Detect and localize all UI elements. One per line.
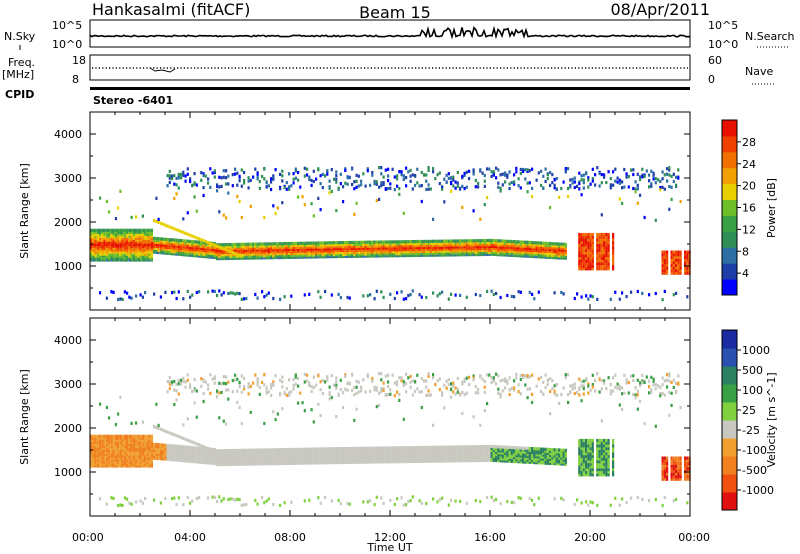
- velocity-ticks: 1000 2000 3000 4000: [54, 318, 691, 516]
- velocity-panel: 1000 2000 3000 4000 Slant Range [km]: [18, 317, 691, 517]
- time-tick-label: 04:00: [174, 531, 206, 544]
- power-ticks: 1000 2000 3000 4000: [54, 112, 691, 310]
- range-tick-label: 3000: [54, 172, 82, 185]
- power-panel: 1000 2000 3000 4000 Slant Range [km]: [18, 111, 691, 311]
- noise-tick-low-right: 10^0: [708, 38, 738, 51]
- freq-tick-low: 8: [72, 73, 79, 86]
- velocity-colorbar-label: Velocity [m s^-1]: [765, 372, 778, 467]
- range-tick-label: 2000: [54, 422, 82, 435]
- range-tick-label: 1000: [54, 260, 82, 273]
- station-title: Hankasalmi (fitACF): [92, 0, 250, 19]
- time-tick-label: 00:00: [72, 531, 104, 544]
- freq-panel: [89, 54, 691, 81]
- time-tick-label: 20:00: [574, 531, 606, 544]
- time-tick-label: 00:00: [678, 531, 710, 544]
- velocity-heatmap: [90, 372, 691, 508]
- velocity-colorbar: 1000 500 100 25 -25 -100 -500 -1000 Velocity [m…: [721, 329, 778, 511]
- freq-unit: [MHz]: [2, 68, 34, 81]
- power-colorbar: 28 24 20 16 12 8 4 Power [dB]: [721, 119, 778, 296]
- velocity-colorbar-label-text: Velocity [m s^-1]: [765, 372, 778, 467]
- freq-tick-high: 18: [72, 54, 86, 67]
- power-heatmap: [90, 166, 691, 302]
- colorbar-tick-label: 25: [742, 404, 756, 417]
- date-title: 08/Apr/2011: [610, 0, 710, 19]
- colorbar-tick-label: 1000: [742, 344, 770, 357]
- power-ylabel: Slant Range [km]: [18, 163, 31, 259]
- time-axis: 00:00 04:00 08:00 12:00 16:00 20:00 00:00: [72, 531, 710, 544]
- colorbar-tick-label: 20: [742, 180, 756, 193]
- nave-tick-low: 0: [708, 73, 715, 86]
- freq-label: Freq.: [8, 56, 35, 69]
- nsky-label: N.Sky: [4, 30, 36, 43]
- noise-panel: [89, 19, 691, 48]
- power-colorbar-label: Power [dB]: [765, 178, 778, 238]
- range-tick-label: 4000: [54, 128, 82, 141]
- range-tick-label: 2000: [54, 216, 82, 229]
- colorbar-tick-label: 28: [742, 136, 756, 149]
- time-tick-label: 16:00: [474, 531, 506, 544]
- velocity-frame: [89, 317, 691, 517]
- beam-title: Beam 15: [359, 3, 431, 22]
- colorbar-tick-label: 24: [742, 158, 756, 171]
- power-frame: [89, 111, 691, 311]
- colorbar-tick-label: 4: [742, 267, 749, 280]
- colorbar-tick-label: -25: [742, 424, 760, 437]
- colorbar-tick-label: 12: [742, 223, 756, 236]
- noise-tick-high-left: 10^5: [52, 19, 82, 32]
- velocity-colorbar-frame: [721, 329, 738, 511]
- noise-tick-low-left: 10^0: [52, 38, 82, 51]
- time-tick-label: 12:00: [374, 531, 406, 544]
- colorbar-tick-label: 100: [742, 384, 763, 397]
- cpid-label: CPID: [5, 88, 34, 101]
- colorbar-tick-label: -500: [742, 464, 767, 477]
- cpid-value: Stereo -6401: [93, 94, 173, 107]
- colorbar-tick-label: 8: [742, 245, 749, 258]
- colorbar-tick-label: -100: [742, 444, 767, 457]
- nsearch-label: N.Search: [745, 30, 795, 43]
- range-tick-label: 3000: [54, 378, 82, 391]
- nave-label: Nave: [745, 65, 773, 78]
- cpid-bar: [90, 87, 690, 90]
- range-tick-label: 4000: [54, 334, 82, 347]
- nave-tick-high: 60: [708, 54, 722, 67]
- freq-blip: [149, 67, 176, 73]
- colorbar-tick-label: 500: [742, 364, 763, 377]
- colorbar-tick-label: -1000: [742, 484, 774, 497]
- range-tick-label: 1000: [54, 466, 82, 479]
- time-tick-label: 08:00: [274, 531, 306, 544]
- velocity-ylabel: Slant Range [km]: [18, 369, 31, 465]
- time-axis-label: Time UT: [366, 541, 412, 554]
- noise-trace: [89, 25, 691, 40]
- noise-tick-high-right: 10^5: [708, 19, 738, 32]
- colorbar-tick-label: 16: [742, 202, 756, 215]
